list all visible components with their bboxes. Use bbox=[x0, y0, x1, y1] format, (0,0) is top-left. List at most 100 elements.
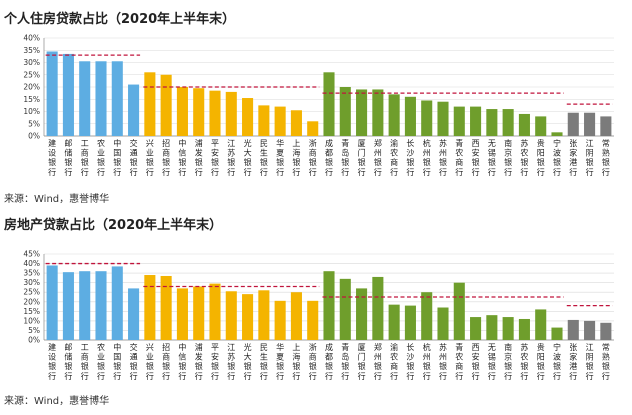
bar bbox=[567, 319, 579, 340]
y-tick-label: 10% bbox=[23, 316, 40, 325]
x-tick-label: 宁波银行 bbox=[553, 138, 561, 177]
x-tick-label: 浙商银行 bbox=[309, 138, 317, 177]
x-tick-label: 光大银行 bbox=[244, 342, 252, 381]
x-tick-label: 张家港行 bbox=[569, 139, 577, 177]
y-tick-label: 30% bbox=[23, 58, 40, 67]
chart1-source: 来源：Wind，惠誉博华 bbox=[4, 194, 110, 205]
bar bbox=[421, 292, 433, 340]
bar bbox=[258, 105, 270, 136]
x-tick-label: 江阴银行 bbox=[586, 139, 594, 177]
bar bbox=[242, 294, 254, 340]
x-tick-label: 民生银行 bbox=[260, 139, 268, 177]
bar bbox=[551, 327, 563, 340]
bar bbox=[79, 61, 91, 136]
x-tick-label: 邮储银行 bbox=[64, 138, 72, 177]
bar bbox=[62, 53, 74, 136]
x-tick-label: 郑州银行 bbox=[374, 342, 382, 381]
x-tick-label: 杭州银行 bbox=[423, 342, 431, 381]
bar bbox=[437, 307, 449, 340]
bar bbox=[486, 109, 498, 136]
x-tick-label: 青农商行 bbox=[455, 138, 463, 177]
bar bbox=[307, 121, 319, 136]
bar bbox=[356, 89, 368, 136]
x-tick-label: 成都银行 bbox=[325, 138, 333, 177]
bar bbox=[193, 286, 205, 340]
bar bbox=[290, 110, 302, 136]
x-tick-label: 兴业银行 bbox=[146, 343, 154, 381]
x-tick-label: 邮储银行 bbox=[64, 342, 72, 381]
bar bbox=[502, 109, 514, 136]
y-tick-label: 35% bbox=[23, 269, 40, 278]
bar bbox=[209, 283, 221, 340]
bar bbox=[502, 317, 514, 340]
bar bbox=[518, 318, 530, 340]
bar bbox=[323, 271, 335, 340]
x-tick-label: 中国银行 bbox=[113, 342, 121, 381]
y-tick-label: 15% bbox=[23, 95, 40, 104]
bar bbox=[535, 309, 547, 340]
y-tick-label: 0% bbox=[28, 132, 40, 141]
x-tick-label: 招商银行 bbox=[162, 342, 170, 381]
bar bbox=[584, 112, 596, 136]
x-tick-label: 常熟银行 bbox=[602, 139, 610, 177]
bar bbox=[160, 74, 172, 136]
bar bbox=[518, 113, 530, 136]
bar bbox=[600, 116, 612, 136]
x-tick-label: 浦发银行 bbox=[195, 342, 203, 381]
x-tick-label: 上海银行 bbox=[292, 343, 300, 381]
bar bbox=[209, 90, 221, 136]
x-tick-label: 招商银行 bbox=[162, 138, 170, 177]
x-tick-label: 杭州银行 bbox=[423, 138, 431, 177]
bar bbox=[339, 278, 351, 340]
bar bbox=[95, 61, 107, 136]
bar bbox=[160, 275, 172, 340]
bar bbox=[144, 72, 156, 136]
x-tick-label: 青岛银行 bbox=[341, 138, 349, 177]
y-tick-label: 5% bbox=[28, 119, 40, 128]
x-tick-label: 厦门银行 bbox=[358, 139, 366, 177]
bar bbox=[356, 288, 368, 340]
bar bbox=[225, 91, 237, 136]
bar bbox=[600, 322, 612, 340]
x-tick-label: 民生银行 bbox=[260, 343, 268, 381]
bar bbox=[242, 98, 254, 136]
bar bbox=[307, 300, 319, 340]
x-tick-label: 江苏银行 bbox=[227, 343, 235, 381]
bar bbox=[62, 272, 74, 340]
bar bbox=[46, 51, 58, 136]
x-tick-label: 江苏银行 bbox=[227, 139, 235, 177]
y-tick-label: 40% bbox=[23, 34, 40, 43]
bar bbox=[372, 89, 384, 136]
x-tick-label: 建设银行 bbox=[48, 138, 56, 177]
chart1-title: 个人住房贷款占比（2020年上半年末） bbox=[4, 12, 236, 27]
bar bbox=[290, 292, 302, 340]
y-tick-label: 40% bbox=[23, 259, 40, 268]
x-tick-label: 张家港行 bbox=[569, 343, 577, 381]
x-tick-label: 郑州银行 bbox=[374, 138, 382, 177]
bar bbox=[46, 265, 58, 340]
x-tick-label: 苏州银行 bbox=[439, 138, 447, 177]
x-tick-label: 苏农银行 bbox=[520, 138, 528, 177]
bar bbox=[551, 132, 563, 136]
x-tick-label: 江阴银行 bbox=[586, 343, 594, 381]
y-tick-label: 20% bbox=[23, 83, 40, 92]
bar bbox=[111, 266, 123, 340]
bar bbox=[388, 94, 400, 136]
y-tick-label: 20% bbox=[23, 297, 40, 306]
x-tick-label: 贵阳银行 bbox=[537, 342, 545, 381]
bar bbox=[193, 88, 205, 136]
x-tick-label: 长沙银行 bbox=[406, 342, 414, 381]
bar bbox=[128, 84, 140, 136]
x-tick-label: 无锡银行 bbox=[488, 139, 496, 177]
bar bbox=[176, 87, 188, 136]
x-tick-label: 平安银行 bbox=[211, 139, 219, 177]
x-tick-label: 建设银行 bbox=[48, 342, 56, 381]
x-tick-label: 交通银行 bbox=[130, 342, 138, 381]
x-tick-label: 青岛银行 bbox=[341, 342, 349, 381]
x-tick-label: 华夏银行 bbox=[276, 138, 284, 177]
bar bbox=[274, 106, 286, 136]
y-tick-label: 35% bbox=[23, 46, 40, 55]
bar bbox=[144, 275, 156, 340]
